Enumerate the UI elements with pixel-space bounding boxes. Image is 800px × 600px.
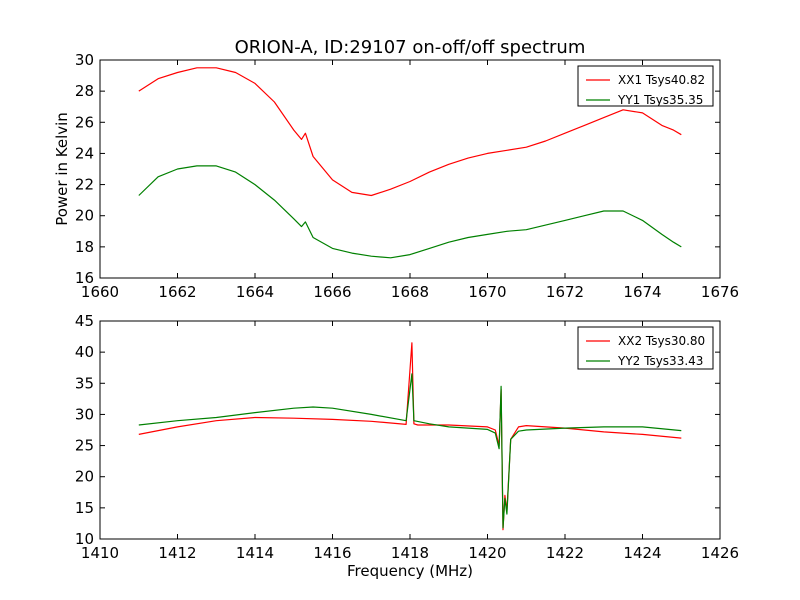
x-tick-label: 1412 xyxy=(158,544,196,562)
legend-entry: YY2 Tsys33.43 xyxy=(617,354,703,368)
y-tick-label: 30 xyxy=(75,51,94,69)
x-tick-label: 1674 xyxy=(623,283,661,301)
series-line-xx1 xyxy=(138,67,682,197)
top-plot-area: 1660 1662 1664 1666 1668 1670 1672 1674 1676 16 18… xyxy=(75,51,739,301)
y-tick-label: 20 xyxy=(75,207,94,225)
legend-entry: XX1 Tsys40.82 xyxy=(618,73,705,87)
y-tick-label: 35 xyxy=(75,374,94,392)
top-chart-ylabel: Power in Kelvin xyxy=(53,112,71,226)
y-tick-label: 16 xyxy=(75,269,94,287)
bottom-chart-xlabel: Frequency (MHz) xyxy=(347,562,473,580)
y-tick-label: 18 xyxy=(75,238,94,256)
bottom-chart: Frequency (MHz) 1410 1412 1414 1416 1418 1420… xyxy=(75,312,739,580)
x-tick-label: 1422 xyxy=(546,544,584,562)
x-tick-label: 1414 xyxy=(236,544,274,562)
x-tick-label: 1670 xyxy=(468,283,506,301)
x-tick-label: 1672 xyxy=(546,283,584,301)
x-tick-label: 1664 xyxy=(236,283,274,301)
y-tick-label: 10 xyxy=(75,530,94,548)
x-tick-label: 1426 xyxy=(701,544,739,562)
y-tick-label: 24 xyxy=(75,144,94,162)
x-tick-label: 1676 xyxy=(701,283,739,301)
x-tick-label: 1416 xyxy=(313,544,351,562)
x-tick-label: 1668 xyxy=(391,283,429,301)
y-tick-label: 30 xyxy=(75,405,94,423)
x-tick-label: 1424 xyxy=(623,544,661,562)
series-line-yy2 xyxy=(138,373,682,529)
y-tick-label: 26 xyxy=(75,113,94,131)
legend: XX2 Tsys30.80 YY2 Tsys33.43 xyxy=(577,326,714,370)
legend-entry: XX2 Tsys30.80 xyxy=(618,334,705,348)
legend-entry: YY1 Tsys35.35 xyxy=(617,93,703,107)
x-tick-label: 1420 xyxy=(468,544,506,562)
series-line-xx2 xyxy=(138,342,682,531)
x-tick-label: 1666 xyxy=(313,283,351,301)
x-tick-label: 1410 xyxy=(81,544,119,562)
x-tick-label: 1660 xyxy=(81,283,119,301)
y-tick-label: 40 xyxy=(75,343,94,361)
y-tick-label: 15 xyxy=(75,499,94,517)
series-line-yy1 xyxy=(138,165,682,259)
legend: XX1 Tsys40.82 YY1 Tsys35.35 xyxy=(577,65,714,107)
legend-box xyxy=(577,326,714,370)
x-tick-label: 1418 xyxy=(391,544,429,562)
y-tick-label: 20 xyxy=(75,468,94,486)
y-tick-label: 28 xyxy=(75,82,94,100)
x-tick-label: 1662 xyxy=(158,283,196,301)
y-tick-label: 25 xyxy=(75,437,94,455)
y-tick-label: 45 xyxy=(75,312,94,330)
top-chart-title: ORION-A, ID:29107 on-off/off spectrum xyxy=(235,37,586,58)
legend-box xyxy=(577,65,714,107)
top-chart: ORION-A, ID:29107 on-off/off spectrum Po… xyxy=(53,37,739,301)
bottom-plot-area: 1410 1412 1414 1416 1418 1420 1422 1424 1426 10 15… xyxy=(75,312,739,562)
y-tick-label: 22 xyxy=(75,176,94,194)
